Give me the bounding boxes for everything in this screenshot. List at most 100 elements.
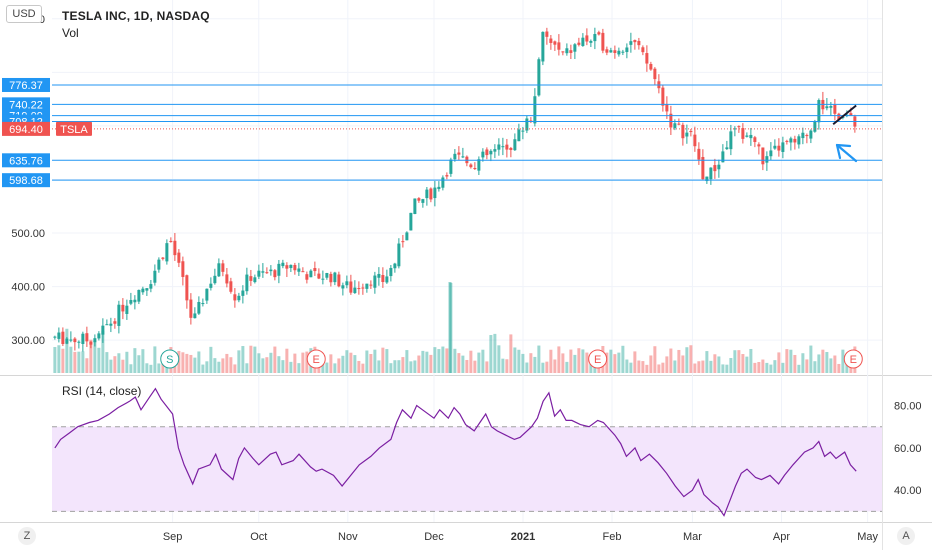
candle-body [489, 150, 493, 155]
candle-body [537, 59, 541, 96]
time-tick-label: Apr [773, 531, 790, 543]
candle-body [637, 40, 641, 46]
candle-body [521, 130, 525, 132]
volume-bar [689, 345, 693, 373]
volume-bar [361, 363, 365, 373]
volume-bar [421, 350, 425, 373]
volume-bar [85, 358, 89, 373]
candle-body [373, 275, 377, 288]
candle-body [133, 299, 137, 303]
volume-bar [661, 362, 665, 373]
volume-bar [249, 345, 253, 373]
volume-bar [445, 348, 449, 373]
candle-body [189, 299, 193, 318]
volume-bar [569, 349, 573, 373]
event-marker-letter: E [594, 354, 601, 366]
rsi-tick-label: 80.00 [894, 401, 922, 413]
candle-body [129, 300, 133, 304]
candle-body [669, 113, 673, 128]
candle-body [93, 338, 97, 343]
volume-bar [177, 350, 181, 373]
candle-body [353, 287, 357, 294]
time-tick-label: Sep [163, 531, 183, 543]
volume-bar [497, 345, 501, 373]
volume-bar [417, 355, 421, 373]
candle-body [73, 338, 77, 343]
volume-bar [209, 346, 213, 373]
volume-bar [637, 360, 641, 373]
candle-body [261, 271, 265, 273]
candle-body [529, 120, 533, 122]
z-button[interactable]: Z [18, 527, 36, 545]
volume-bar [465, 359, 469, 373]
candle-body [485, 149, 489, 156]
volume-bar [593, 364, 597, 373]
candle-body [749, 134, 753, 139]
event-marker[interactable]: E [306, 349, 326, 369]
volume-bar [625, 359, 629, 373]
volume-bar [489, 335, 493, 373]
candle-body [673, 123, 677, 129]
event-marker[interactable]: S [160, 349, 180, 369]
volume-bar [241, 346, 245, 373]
volume-bar [709, 360, 713, 373]
event-marker[interactable]: E [588, 349, 608, 369]
volume-bar [405, 350, 409, 373]
volume-bar [369, 354, 373, 373]
time-tick-label: 2021 [511, 531, 535, 543]
candle-body [437, 186, 441, 190]
candle-body [681, 124, 685, 139]
volume-bar [749, 348, 753, 373]
rsi-line [54, 387, 857, 517]
event-marker[interactable]: E [843, 349, 863, 369]
symbol-tag-bg [56, 121, 92, 136]
volume-bar [645, 364, 649, 373]
volume-bar [573, 354, 577, 373]
volume-bar [153, 346, 157, 373]
volume-bar [377, 360, 381, 373]
volume-bar [825, 352, 829, 373]
candle-body [589, 40, 593, 43]
volume-bar [789, 349, 793, 373]
trendline [832, 104, 857, 126]
rsi-tick-label: 60.00 [894, 443, 922, 455]
volume-bar [481, 349, 485, 373]
candle-body [721, 151, 725, 163]
a-button[interactable]: A [897, 527, 915, 545]
volume-bar [149, 364, 153, 373]
volume-bar [181, 352, 185, 373]
candle-body [117, 304, 121, 326]
candle-body [593, 34, 597, 42]
volume-bar [757, 361, 761, 373]
candle-body [149, 284, 153, 289]
volume-bar [777, 352, 781, 373]
candle-body [825, 106, 829, 109]
annotation-arrow [835, 143, 858, 163]
volume-bar [281, 360, 285, 373]
volume-bar [741, 354, 745, 373]
candle-body [109, 323, 113, 326]
candle-body [321, 278, 325, 280]
candle-body [285, 265, 289, 269]
volume-bar [641, 361, 645, 373]
volume-bar [681, 355, 685, 373]
candle-body [757, 144, 761, 147]
candle-body [701, 157, 705, 180]
candle-body [833, 104, 837, 114]
volume-bar [105, 352, 109, 373]
candle-body [469, 164, 473, 168]
candle-body [645, 53, 649, 64]
volume-bar [461, 355, 465, 373]
currency-button[interactable]: USD [6, 5, 42, 23]
volume-bar [305, 351, 309, 373]
candle-body [53, 336, 57, 338]
volume-bar [325, 362, 329, 373]
volume-bar [613, 354, 617, 373]
volume-bar [357, 360, 361, 373]
volume-bar [773, 360, 777, 373]
volume-bar [785, 349, 789, 373]
candle-body [769, 150, 773, 157]
candle-body [257, 270, 261, 277]
candle-body [293, 264, 297, 271]
candle-body [101, 325, 105, 335]
